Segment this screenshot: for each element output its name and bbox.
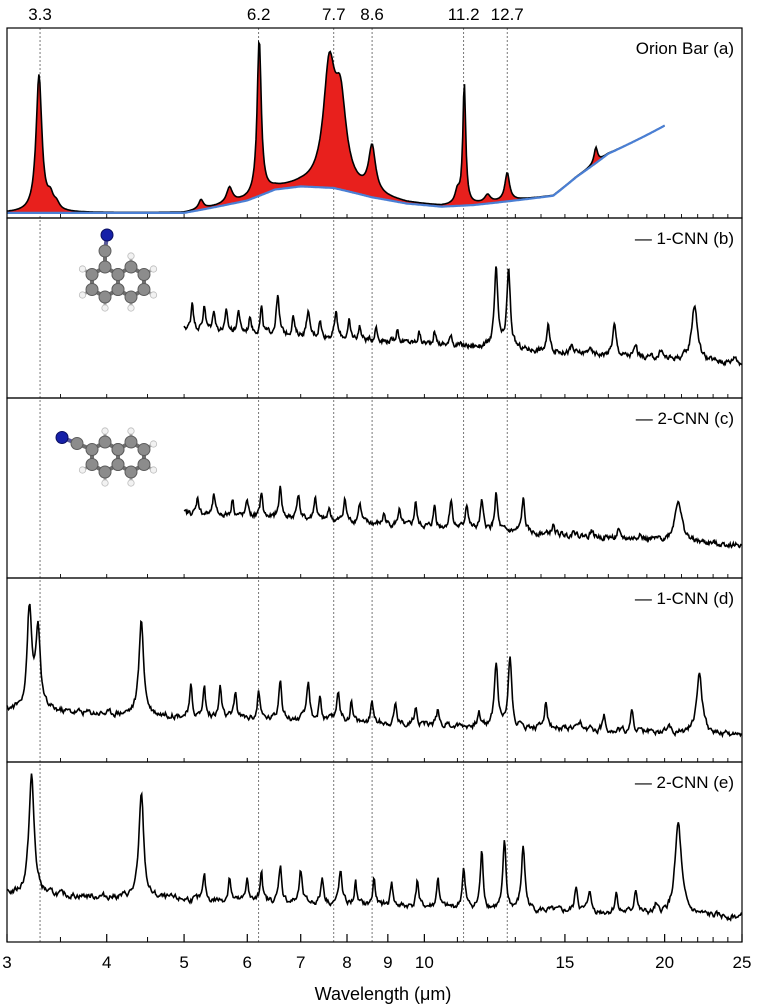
carbon-atom [111, 458, 125, 471]
x-tick-label-20: 20 [655, 953, 674, 972]
carbon-atom [124, 435, 138, 449]
panel-frame-e [6, 761, 743, 943]
hydrogen-atom [149, 466, 158, 474]
reference-label-7.7: 7.7 [322, 5, 346, 24]
reference-label-11.2: 11.2 [448, 5, 480, 24]
panel-a: Orion Bar (a) [6, 39, 734, 214]
nitrogen-atom [100, 228, 114, 242]
x-tick-label-9: 9 [383, 953, 392, 972]
spectrum-line-c [183, 485, 743, 549]
carbon-atom [98, 244, 112, 258]
panel-label-d: — 1-CNN (d) [635, 589, 734, 608]
panel-frames [6, 27, 743, 943]
carbon-atom [98, 290, 112, 304]
carbon-atom [124, 260, 138, 274]
emission-fill [7, 42, 665, 213]
reference-label-6.2: 6.2 [247, 5, 271, 24]
carbon-atom [137, 443, 151, 456]
hydrogen-atom [101, 427, 109, 435]
carbon-atom [111, 443, 125, 456]
hydrogen-atom [149, 291, 158, 299]
panel-e: — 2-CNN (e) [6, 773, 743, 922]
carbon-atom [98, 435, 112, 449]
hydrogen-atom [78, 466, 87, 474]
molecule-1-cnn [78, 228, 158, 312]
x-tick-label-7: 7 [296, 953, 305, 972]
hydrogen-atom [127, 479, 135, 487]
hydrogen-atom [127, 304, 135, 312]
x-tick-label-4: 4 [102, 953, 111, 972]
x-tick-label-3: 3 [2, 953, 11, 972]
carbon-atom [85, 443, 99, 456]
x-axis-title: Wavelength (μm) [315, 984, 452, 1004]
spectrum-line-b [183, 266, 743, 367]
carbon-atom [137, 283, 151, 296]
reference-label-12.7: 12.7 [491, 5, 524, 24]
carbon-atom [124, 290, 138, 304]
carbon-atom [124, 465, 138, 479]
nitrogen-atom [55, 431, 69, 444]
continuum-line [7, 124, 666, 214]
hydrogen-atom [127, 252, 135, 260]
x-axis: 3 4 5 6 7 8 9 10 15 20 25 [2, 214, 751, 972]
panel-label-c: — 2-CNN (c) [636, 409, 734, 428]
hydrogen-atom [101, 304, 109, 312]
reference-line-labels: 3.3 6.2 7.7 8.6 11.2 12.7 [28, 5, 524, 24]
x-tick-label-15: 15 [555, 953, 574, 972]
x-tick-label-10: 10 [415, 953, 434, 972]
carbon-atom [111, 283, 125, 296]
x-tick-label-8: 8 [342, 953, 351, 972]
carbon-atom [85, 458, 99, 471]
panel-frame-d [6, 577, 743, 763]
panel-label-a: Orion Bar (a) [636, 39, 734, 58]
carbon-atom [98, 260, 112, 274]
reference-lines [39, 28, 508, 942]
carbon-atom [98, 465, 112, 479]
reference-label-3.3: 3.3 [28, 5, 52, 24]
panel-frame-c [6, 397, 743, 579]
carbon-atom [85, 268, 99, 281]
carbon-atom [70, 437, 84, 450]
spectrum-line-d [6, 603, 743, 739]
carbon-atom [137, 458, 151, 471]
x-tick-label-25: 25 [733, 953, 752, 972]
carbon-atom [111, 268, 125, 281]
x-tick-label-6: 6 [243, 953, 252, 972]
hydrogen-atom [78, 291, 87, 299]
panel-frame-b [6, 217, 743, 399]
panel-label-e: — 2-CNN (e) [635, 773, 734, 792]
hydrogen-atom [101, 479, 109, 487]
hydrogen-atom [127, 427, 135, 435]
panel-c: — 2-CNN (c) [183, 409, 743, 549]
x-tick-label-5: 5 [179, 953, 188, 972]
molecule-2-cnn [55, 427, 158, 487]
hydrogen-atom [78, 265, 87, 273]
carbon-atom [137, 268, 151, 281]
panel-d: — 1-CNN (d) [6, 589, 743, 739]
panel-label-b: — 1-CNN (b) [635, 229, 734, 248]
hydrogen-atom [149, 440, 158, 448]
panel-b: — 1-CNN (b) [183, 229, 743, 367]
reference-label-8.6: 8.6 [360, 5, 384, 24]
carbon-atom [85, 283, 99, 296]
spectrum-panels: Orion Bar (a) — 1-CNN (b) — 2-CNN (c) — 1-C… [6, 39, 743, 922]
spectrum-line-e [6, 773, 743, 922]
hydrogen-atom [149, 265, 158, 273]
